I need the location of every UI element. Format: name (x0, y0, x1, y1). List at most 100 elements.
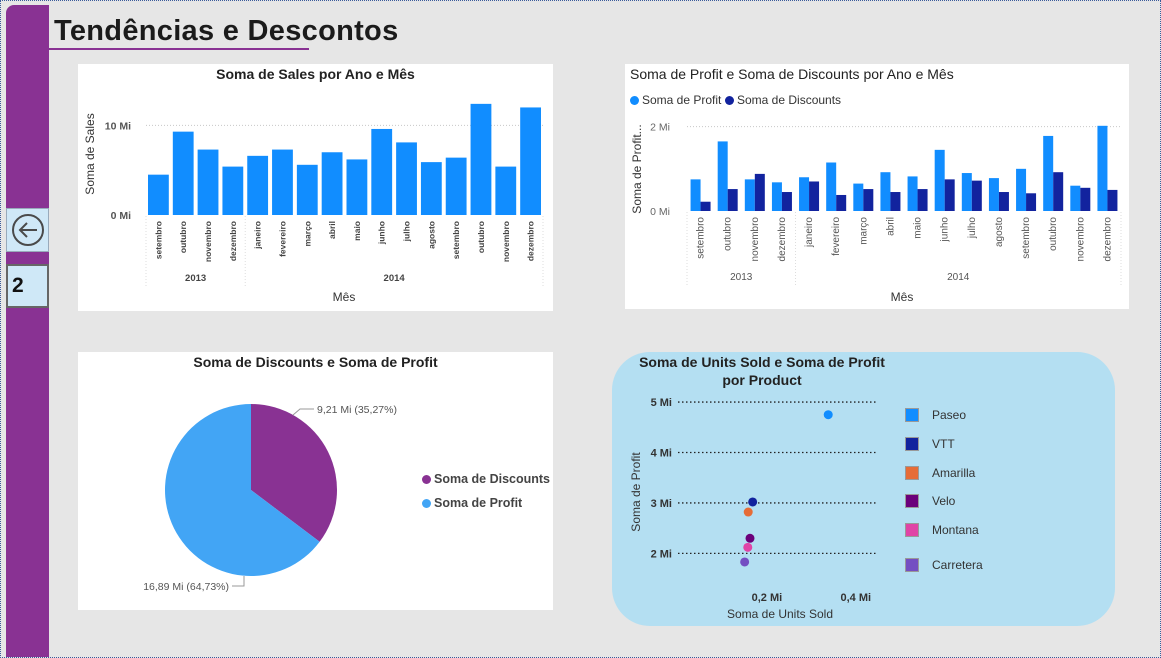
profit-bar[interactable] (690, 179, 701, 211)
legend-label: Paseo (932, 408, 967, 422)
x-tick-label: outubro (1048, 217, 1059, 251)
scatter-point-montana[interactable] (743, 542, 753, 552)
sales-bar[interactable] (495, 166, 517, 215)
sales-bar[interactable] (296, 164, 318, 215)
legend-discounts-label: Soma de Discounts (737, 93, 842, 107)
discounts-bar[interactable] (1026, 193, 1037, 211)
back-arrow-icon (11, 214, 44, 246)
pie-chart: 9,21 Mi (35,27%) 16,89 Mi (64,73%) (143, 404, 397, 593)
profit-bar[interactable] (934, 149, 945, 211)
x-tick-label: abril (327, 221, 337, 239)
leader-line (232, 576, 245, 587)
scatter-point-amarilla[interactable] (743, 507, 753, 517)
discounts-bar[interactable] (1053, 172, 1064, 211)
profit-bar[interactable] (880, 172, 891, 211)
sales-bar[interactable] (420, 162, 442, 215)
profit-bar[interactable] (1097, 125, 1108, 211)
pie-legend-discounts[interactable]: Soma de Discounts (422, 472, 550, 486)
profit-bar[interactable] (826, 162, 837, 212)
profit-bar[interactable] (744, 179, 755, 211)
sales-bar[interactable] (520, 107, 541, 215)
profit-discounts-chart-panel[interactable]: Soma de Profit e Soma de Discounts por A… (625, 64, 1129, 309)
profit-bar[interactable] (799, 177, 810, 211)
sales-bar[interactable] (197, 149, 219, 215)
pie-legend-profit[interactable]: Soma de Profit (422, 496, 522, 510)
discounts-bar[interactable] (863, 189, 874, 211)
x-tick-label: dezembro (777, 217, 788, 262)
profit-bar[interactable] (717, 141, 728, 211)
x-tick-label: maio (352, 221, 362, 241)
pie-slice-soma-de-profit[interactable] (165, 404, 320, 576)
sales-bar[interactable] (396, 142, 417, 215)
discounts-bar[interactable] (809, 181, 820, 211)
leader-line (292, 408, 314, 416)
profit-bar[interactable] (961, 173, 972, 211)
x-tick-label: 0,2 Mi (752, 592, 783, 604)
y-tick-label: 0 Mi (111, 210, 132, 222)
sales-chart-panel[interactable]: Soma de Sales por Ano e Mês 0 Mi 10 Mi set… (78, 64, 553, 311)
scatter-legend-item-paseo[interactable]: Paseo (905, 408, 966, 422)
discounts-bar[interactable] (971, 180, 982, 211)
sales-bar[interactable] (470, 103, 492, 215)
profit-bar[interactable] (771, 182, 782, 211)
x-tick-label: setembro (1021, 217, 1032, 259)
legend-swatch (905, 408, 919, 422)
legend-profit[interactable]: Soma de Profit (630, 93, 721, 107)
sales-bar[interactable] (247, 155, 269, 215)
pie-slice-soma-de-discounts[interactable] (251, 404, 337, 542)
scatter-point-vtt[interactable] (748, 497, 758, 507)
sales-bar[interactable] (445, 157, 467, 215)
legend-label: Carretera (932, 558, 983, 572)
discounts-bar[interactable] (944, 179, 955, 211)
scatter-legend-item-velo[interactable]: Velo (905, 494, 955, 508)
discounts-bar[interactable] (890, 192, 901, 211)
profit-bar[interactable] (1043, 135, 1054, 211)
back-button[interactable] (6, 208, 49, 252)
scatter-legend-item-amarilla[interactable]: Amarilla (905, 466, 975, 480)
y-tick-label: 2 Mi (650, 122, 670, 134)
discounts-bar[interactable] (727, 189, 738, 211)
pie-data-label-profit: 16,89 Mi (64,73%) (143, 581, 229, 593)
x-tick-label: novembro (750, 217, 761, 262)
x-axis-title: Soma de Units Sold (727, 607, 833, 621)
scatter-legend-item-montana[interactable]: Montana (905, 523, 979, 537)
profit-bar[interactable] (853, 183, 864, 211)
sales-bar[interactable] (346, 159, 368, 215)
pie-chart-panel[interactable]: Soma de Discounts e Soma de Profit 9,21 … (78, 352, 553, 610)
discounts-bar[interactable] (754, 173, 765, 211)
scatter-chart-panel[interactable]: Soma de Units Sold e Soma de Profit por … (612, 352, 1115, 626)
sales-bar[interactable] (272, 149, 293, 215)
y-tick-label: 3 Mi (651, 498, 672, 510)
scatter-point-velo[interactable] (745, 533, 755, 543)
profit-bar[interactable] (988, 178, 999, 211)
discounts-bar[interactable] (1107, 189, 1118, 211)
sales-bar[interactable] (321, 152, 343, 215)
profit-bar[interactable] (1016, 168, 1027, 211)
profit-bar[interactable] (1070, 185, 1081, 211)
scatter-legend-item-vtt[interactable]: VTT (905, 437, 955, 451)
sales-bar[interactable] (222, 166, 244, 215)
discounts-bar[interactable] (917, 189, 928, 211)
discounts-bar[interactable] (1080, 187, 1091, 211)
sales-bar[interactable] (148, 174, 169, 215)
scatter-legend-item-carretera[interactable]: Carretera (905, 558, 983, 572)
scatter-point-carretera[interactable] (740, 557, 750, 567)
sales-bar[interactable] (371, 128, 393, 215)
discounts-bar[interactable] (836, 194, 847, 211)
x-tick-label: fevereiro (831, 217, 842, 256)
discounts-bar[interactable] (781, 192, 792, 211)
x-tick-label: dezembro (1102, 217, 1113, 262)
legend-discounts[interactable]: Soma de Discounts (725, 93, 841, 107)
profit-bar[interactable] (907, 176, 918, 211)
scatter-point-paseo[interactable] (823, 410, 833, 420)
discounts-bar[interactable] (998, 192, 1009, 211)
discounts-bar[interactable] (700, 201, 711, 211)
x-tick-label: outubro (723, 217, 734, 251)
x-tick-label: novembro (203, 221, 213, 262)
legend-label: Velo (932, 494, 956, 508)
sales-bar[interactable] (172, 131, 194, 215)
title-underline (49, 48, 309, 50)
x-tick-label: janeiro (253, 221, 263, 250)
legend-label: Amarilla (932, 466, 976, 480)
page-title: Tendências e Descontos (54, 15, 399, 47)
